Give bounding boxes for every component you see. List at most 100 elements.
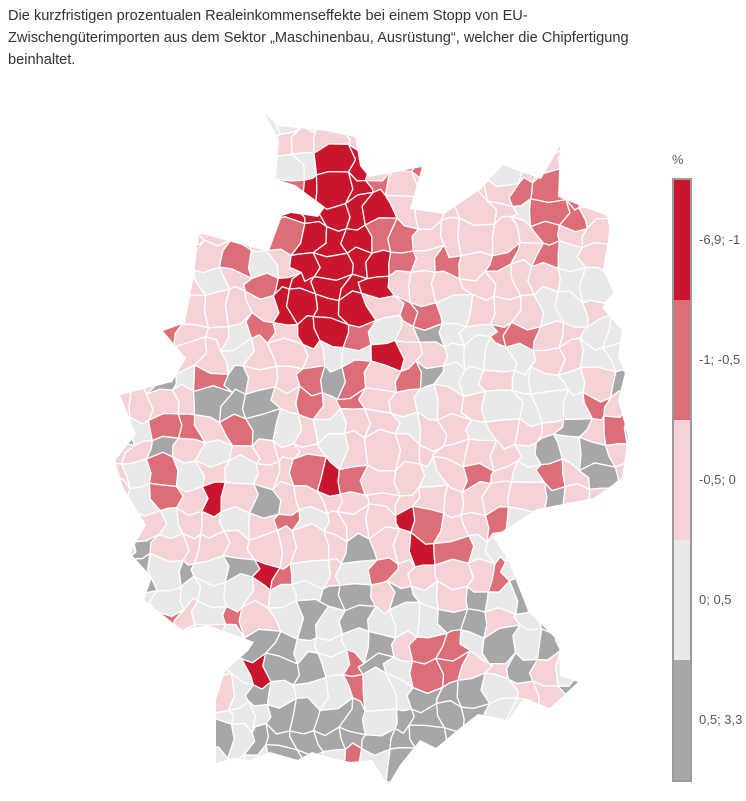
district[interactable] <box>600 123 640 160</box>
district[interactable] <box>393 793 422 801</box>
district[interactable] <box>166 771 202 797</box>
district[interactable] <box>609 487 638 510</box>
district[interactable] <box>153 676 181 708</box>
district[interactable] <box>144 768 174 797</box>
district[interactable] <box>146 790 184 801</box>
district[interactable] <box>408 724 449 758</box>
district[interactable] <box>560 719 589 760</box>
district[interactable] <box>582 529 612 564</box>
district[interactable] <box>409 747 449 783</box>
district[interactable] <box>630 727 659 759</box>
district[interactable] <box>484 748 518 778</box>
district[interactable] <box>627 171 659 209</box>
district[interactable] <box>98 702 136 737</box>
district[interactable] <box>242 773 275 801</box>
district[interactable] <box>551 530 590 560</box>
district[interactable] <box>576 749 609 773</box>
district[interactable] <box>457 720 487 761</box>
district[interactable] <box>98 555 131 586</box>
district[interactable] <box>104 266 132 296</box>
district[interactable] <box>535 100 568 134</box>
district[interactable] <box>103 610 131 641</box>
district[interactable] <box>438 145 464 183</box>
district[interactable] <box>434 126 466 156</box>
district[interactable] <box>412 121 446 147</box>
district[interactable] <box>630 131 666 159</box>
district[interactable] <box>558 503 591 542</box>
district[interactable] <box>318 770 341 801</box>
district[interactable] <box>583 603 605 640</box>
district[interactable] <box>363 126 400 160</box>
district[interactable] <box>385 747 417 785</box>
district[interactable] <box>146 100 185 128</box>
district[interactable] <box>216 144 255 180</box>
district[interactable] <box>129 293 158 325</box>
district[interactable] <box>127 249 161 280</box>
district[interactable] <box>244 132 282 156</box>
district[interactable] <box>607 217 635 248</box>
district[interactable] <box>296 749 324 782</box>
district[interactable] <box>438 773 469 801</box>
district[interactable] <box>627 772 651 801</box>
district[interactable] <box>173 789 201 801</box>
district[interactable] <box>172 169 207 201</box>
district[interactable] <box>605 527 634 560</box>
district[interactable] <box>147 651 182 683</box>
district[interactable] <box>311 99 350 131</box>
district[interactable] <box>460 703 491 731</box>
district[interactable] <box>651 794 688 801</box>
district[interactable] <box>605 553 631 579</box>
district[interactable] <box>146 250 185 282</box>
district[interactable] <box>222 771 249 801</box>
district[interactable] <box>604 243 640 279</box>
district[interactable] <box>579 144 617 180</box>
district[interactable] <box>169 704 199 734</box>
district[interactable] <box>559 704 589 728</box>
district[interactable] <box>155 224 179 257</box>
district[interactable] <box>610 505 634 533</box>
district[interactable] <box>589 97 616 129</box>
district[interactable] <box>120 197 157 229</box>
district[interactable] <box>554 625 590 657</box>
district[interactable] <box>104 99 133 137</box>
district[interactable] <box>362 773 402 799</box>
district[interactable] <box>127 167 163 209</box>
district[interactable] <box>438 753 469 781</box>
district[interactable] <box>510 125 538 160</box>
district[interactable] <box>197 175 229 204</box>
district[interactable] <box>296 770 329 801</box>
district[interactable] <box>124 341 160 376</box>
district[interactable] <box>101 148 132 184</box>
district[interactable] <box>576 726 607 760</box>
district[interactable] <box>629 500 656 532</box>
district[interactable] <box>557 575 591 616</box>
district[interactable] <box>578 172 617 209</box>
district[interactable] <box>102 792 130 801</box>
district[interactable] <box>216 119 253 150</box>
district[interactable] <box>502 97 540 136</box>
district[interactable] <box>270 771 302 801</box>
district[interactable] <box>147 629 171 662</box>
district[interactable] <box>556 770 589 801</box>
district[interactable] <box>146 122 184 161</box>
district[interactable] <box>636 468 661 493</box>
district[interactable] <box>192 717 235 760</box>
district[interactable] <box>98 531 137 567</box>
district[interactable] <box>341 106 376 131</box>
district[interactable] <box>526 549 563 594</box>
district[interactable] <box>169 670 205 711</box>
district[interactable] <box>189 708 235 725</box>
district[interactable] <box>624 362 654 401</box>
district[interactable] <box>98 412 136 449</box>
district[interactable] <box>122 107 158 130</box>
district[interactable] <box>103 362 133 388</box>
district[interactable] <box>438 92 468 137</box>
district[interactable] <box>98 289 135 325</box>
district[interactable] <box>584 487 617 507</box>
district[interactable] <box>607 771 639 801</box>
district[interactable] <box>532 125 566 158</box>
district[interactable] <box>638 660 658 688</box>
district[interactable] <box>218 102 253 134</box>
district[interactable] <box>252 173 280 209</box>
district[interactable] <box>462 770 494 801</box>
